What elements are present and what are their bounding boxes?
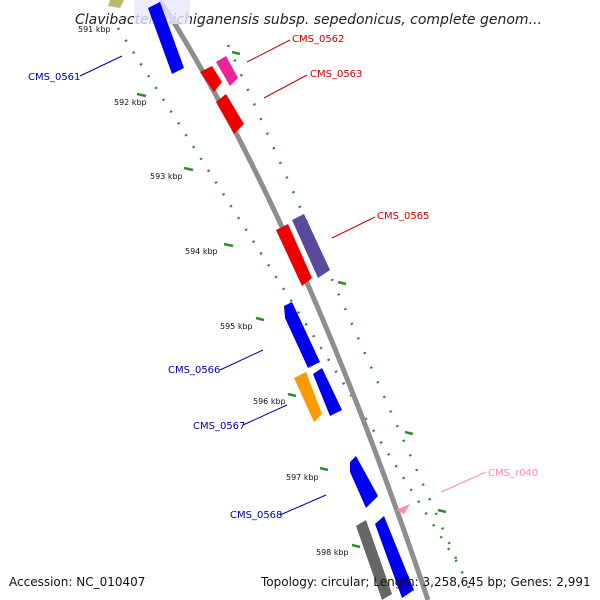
gene-label-cms-0567[interactable]: CMS_0567 xyxy=(193,421,245,432)
major-tick xyxy=(337,280,347,286)
cds-arrow-cms-0565-a[interactable] xyxy=(276,224,312,286)
tick-label: 596 kbp xyxy=(253,397,286,406)
leader-cms-r040 xyxy=(440,471,487,493)
cds-arrow-gray[interactable] xyxy=(356,520,392,600)
leader-cms-0568 xyxy=(279,494,327,516)
genome-backbone xyxy=(157,0,431,600)
topology-text: Topology: circular; Length: 3,258,645 bp… xyxy=(260,575,591,589)
tick-track-left xyxy=(116,27,464,571)
major-tick xyxy=(404,430,414,436)
gene-label-cms-0568[interactable]: CMS_0568 xyxy=(230,510,282,521)
gene-label-cms-r040[interactable]: CMS_r040 xyxy=(488,468,538,479)
tick-track-right xyxy=(226,44,472,591)
gene-label-cms-0561[interactable]: CMS_0561 xyxy=(28,72,80,83)
major-tick xyxy=(319,466,329,472)
cds-arrow-cms-0563-a[interactable] xyxy=(200,66,222,92)
leader-cms-0567 xyxy=(242,404,288,426)
map-title: Clavibacter michiganensis subsp. sepedon… xyxy=(75,12,542,28)
cds-arrow-cms-0567-b[interactable] xyxy=(313,368,342,416)
gene-label-cms-0562[interactable]: CMS_0562 xyxy=(292,34,344,45)
leader-cms-0561 xyxy=(79,55,123,77)
leader-cms-0565 xyxy=(331,216,376,239)
major-tick xyxy=(231,50,241,56)
major-tick xyxy=(136,92,147,98)
major-tick xyxy=(223,242,234,248)
leader-lines xyxy=(79,39,487,516)
tick-label: 592 kbp xyxy=(114,98,147,107)
cds-arrow-cms-0563-b[interactable] xyxy=(216,94,244,134)
tick-label: 594 kbp xyxy=(185,247,218,256)
cds-arrow-cms-0565-b[interactable] xyxy=(292,214,330,278)
rna-cms-r040[interactable] xyxy=(396,504,410,514)
accession-text: Accession: NC_010407 xyxy=(9,575,145,589)
cds-arrow-cms-0568[interactable] xyxy=(350,456,378,508)
tick-label: 598 kbp xyxy=(316,548,349,557)
tick-label: 597 kbp xyxy=(286,473,319,482)
gene-label-cms-0566[interactable]: CMS_0566 xyxy=(168,365,220,376)
leader-cms-0563 xyxy=(263,74,308,99)
major-tick xyxy=(437,508,447,514)
leader-cms-0566 xyxy=(219,349,264,371)
cds-arrow-cms-0562[interactable] xyxy=(216,56,238,86)
cds-arrow-cms-0566[interactable] xyxy=(284,302,320,368)
major-tick xyxy=(183,166,194,172)
leader-cms-0562 xyxy=(246,39,291,63)
tick-label: 591 kbp xyxy=(78,25,111,34)
major-ticks xyxy=(136,50,447,549)
gene-label-cms-0563[interactable]: CMS_0563 xyxy=(310,69,362,80)
tick-label: 595 kbp xyxy=(220,322,253,331)
major-tick xyxy=(351,543,361,549)
gene-label-cms-0565[interactable]: CMS_0565 xyxy=(377,211,429,222)
tick-label: 593 kbp xyxy=(150,172,183,181)
partial-feature[interactable] xyxy=(108,0,124,8)
cds-arrow-lower[interactable] xyxy=(375,516,414,598)
cds-arrow-cms-0561[interactable] xyxy=(148,2,184,74)
cds-arrow-cms-0567[interactable] xyxy=(294,372,322,422)
major-tick xyxy=(255,316,265,322)
major-tick xyxy=(287,392,297,398)
